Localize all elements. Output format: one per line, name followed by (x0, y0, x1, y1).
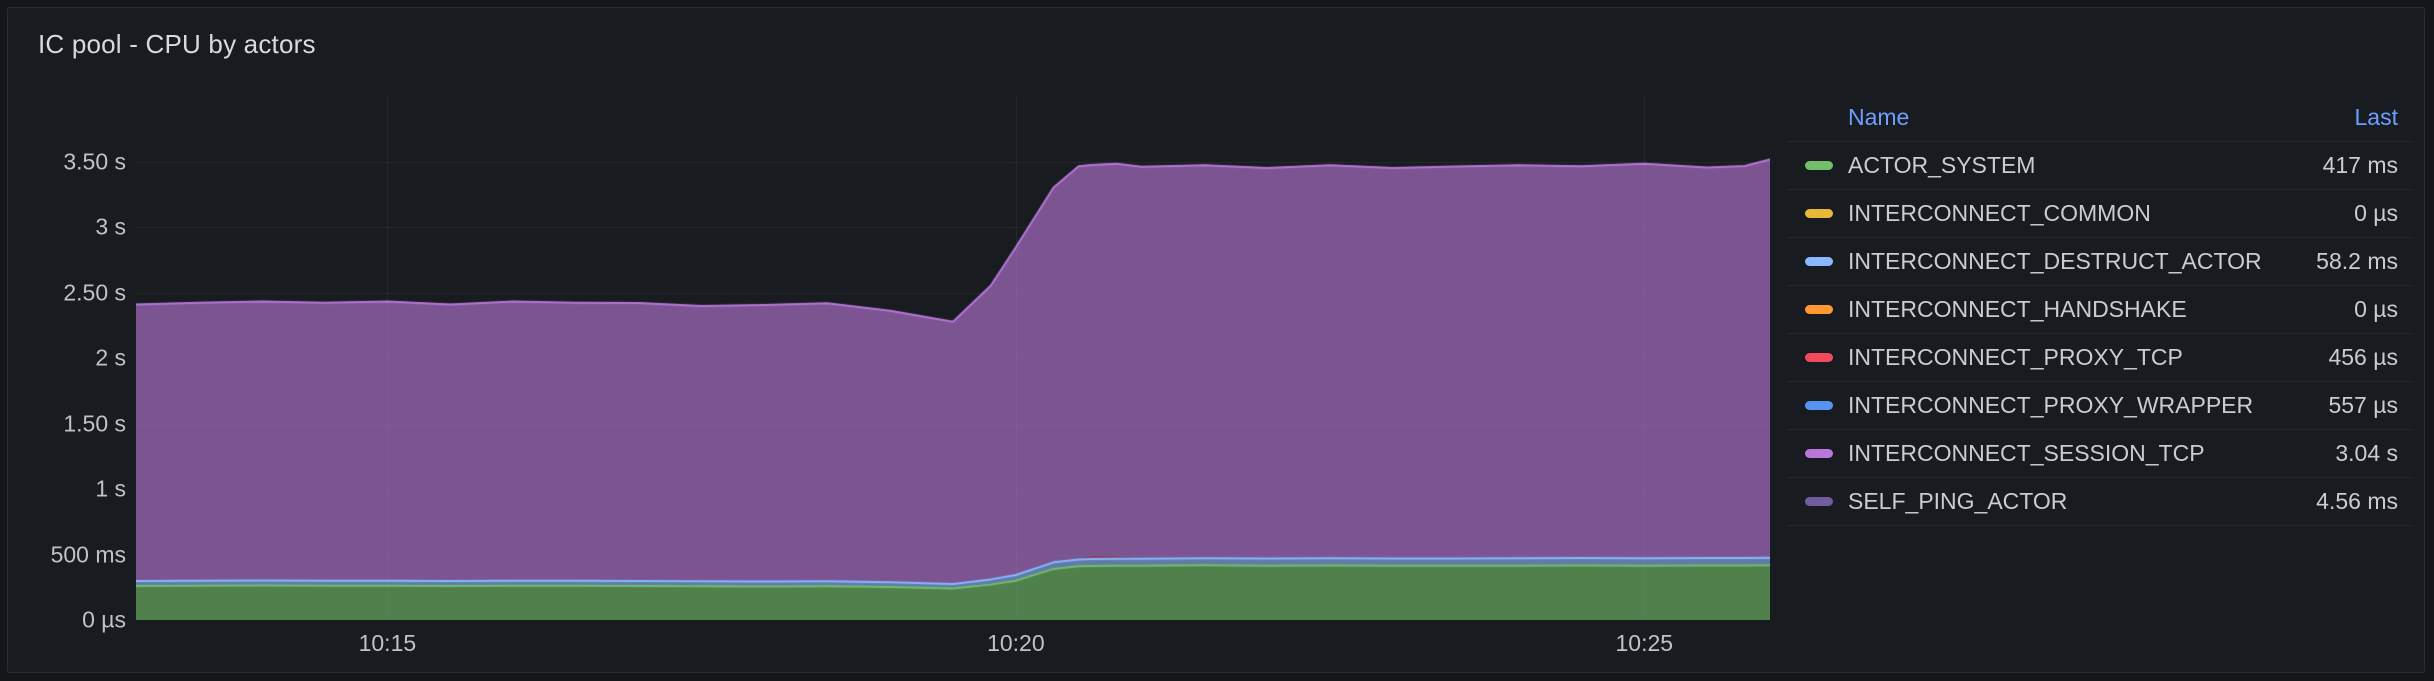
legend-row[interactable]: ACTOR_SYSTEM 417 ms (1787, 141, 2414, 189)
legend-series-name: INTERCONNECT_COMMON (1848, 200, 2151, 226)
legend-row[interactable]: INTERCONNECT_HANDSHAKE 0 µs (1787, 285, 2414, 333)
series-color-swatch (1805, 401, 1833, 410)
series-color-swatch (1805, 161, 1833, 170)
legend-series-name: ACTOR_SYSTEM (1848, 152, 2036, 178)
legend-last-value: 4.56 ms (2316, 488, 2398, 514)
legend-series-name: INTERCONNECT_HANDSHAKE (1848, 296, 2187, 322)
legend-series-name: INTERCONNECT_PROXY_TCP (1848, 344, 2183, 370)
x-tick-label: 10:20 (987, 630, 1045, 656)
legend-header: Name Last (1787, 93, 2414, 141)
legend-last-value: 58.2 ms (2316, 248, 2398, 274)
series-color-swatch (1805, 209, 1833, 218)
legend-row[interactable]: INTERCONNECT_PROXY_WRAPPER 557 µs (1787, 381, 2414, 429)
legend-last-value: 557 µs (2328, 392, 2398, 418)
legend-last-value: 0 µs (2354, 200, 2398, 226)
series-color-swatch (1805, 497, 1833, 506)
x-tick-label: 10:25 (1615, 630, 1674, 656)
y-tick-label: 3 s (95, 213, 126, 240)
y-tick-label: 2.50 s (63, 279, 126, 305)
legend-last-value: 3.04 s (2335, 440, 2398, 466)
legend-last-value: 417 ms (2322, 152, 2398, 178)
series-color-swatch (1805, 257, 1833, 266)
x-tick-label: 10:15 (358, 630, 417, 656)
series-color-swatch (1805, 353, 1833, 362)
legend-series-name: INTERCONNECT_SESSION_TCP (1848, 440, 2205, 466)
y-tick-label: 1.50 s (63, 410, 126, 436)
chart-canvas[interactable] (136, 96, 1770, 620)
legend-row[interactable]: INTERCONNECT_DESTRUCT_ACTOR 58.2 ms (1787, 237, 2414, 285)
legend-row[interactable]: INTERCONNECT_SESSION_TCP 3.04 s (1787, 429, 2414, 477)
legend-row[interactable]: INTERCONNECT_PROXY_TCP 456 µs (1787, 333, 2414, 381)
series-color-swatch (1805, 449, 1833, 458)
legend-series-name: INTERCONNECT_PROXY_WRAPPER (1848, 392, 2254, 418)
y-tick-label: 0 µs (82, 606, 126, 633)
legend-column-header-name[interactable]: Name (1848, 104, 1910, 130)
legend-row[interactable]: SELF_PING_ACTOR 4.56 ms (1787, 477, 2414, 526)
series-color-swatch (1805, 305, 1833, 314)
cpu-stacked-area-chart[interactable] (136, 96, 1770, 620)
legend-column-header-last[interactable]: Last (2354, 104, 2398, 130)
legend-series-name: SELF_PING_ACTOR (1848, 488, 2068, 514)
legend-row[interactable]: INTERCONNECT_COMMON 0 µs (1787, 189, 2414, 237)
panel-ic-pool-cpu: IC pool - CPU by actors 0 µs 500 ms 1 s 1.5… (7, 7, 2425, 673)
y-tick-label: 1 s (95, 475, 126, 502)
legend-series-name: INTERCONNECT_DESTRUCT_ACTOR (1848, 248, 2262, 274)
panel-title[interactable]: IC pool - CPU by actors (38, 29, 316, 59)
y-tick-label: 2 s (95, 344, 126, 371)
y-tick-label: 500 ms (50, 541, 126, 567)
y-tick-label: 3.50 s (63, 148, 126, 174)
legend-last-value: 0 µs (2354, 296, 2398, 322)
legend-last-value: 456 µs (2328, 344, 2398, 370)
legend-table: Name Last ACTOR_SYSTEM 417 ms INTERCONNE… (1787, 93, 2414, 526)
